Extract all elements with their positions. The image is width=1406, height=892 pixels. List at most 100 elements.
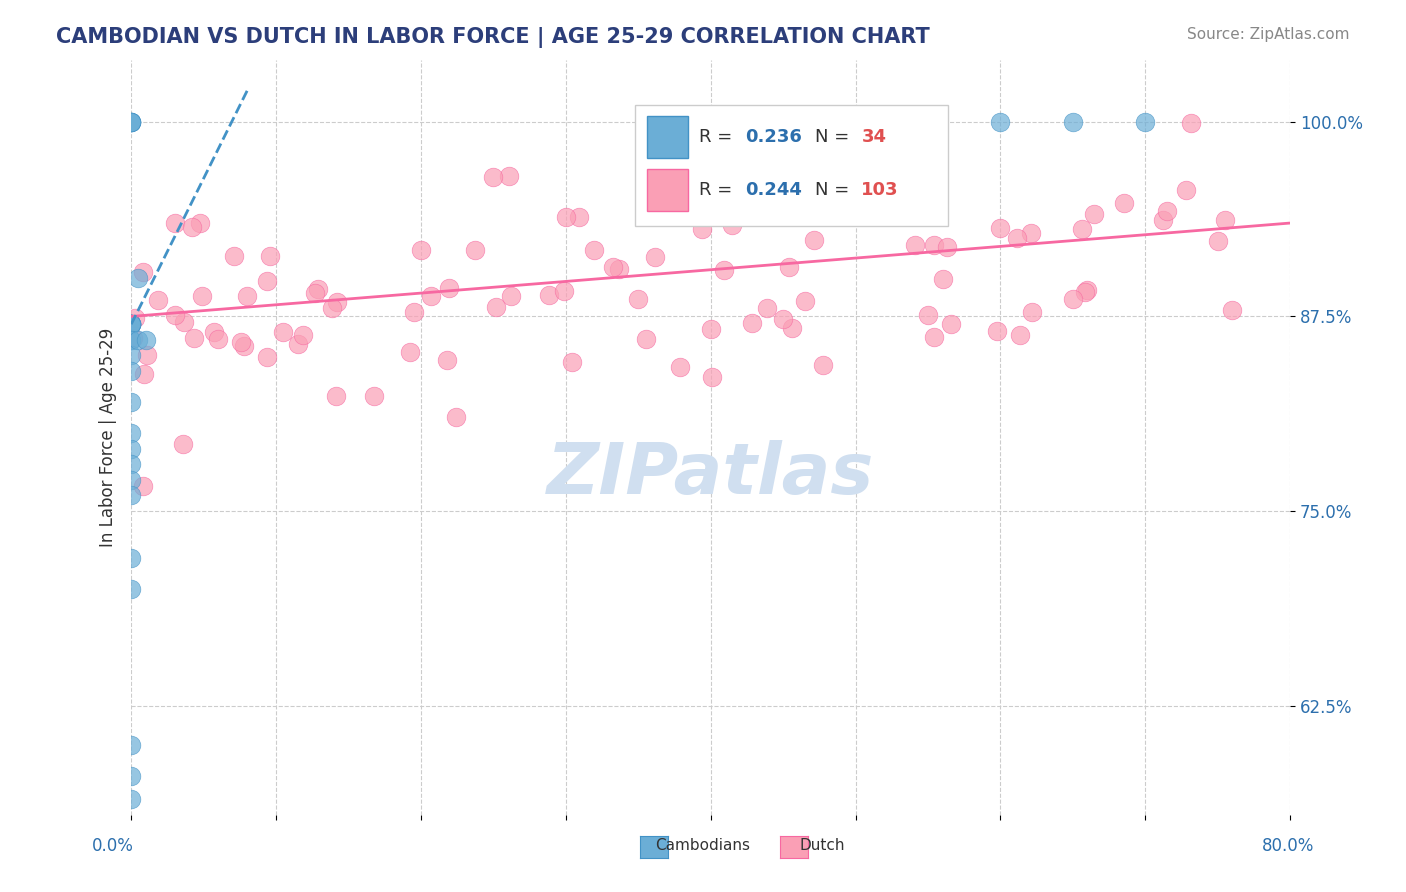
Point <box>128 333 150 347</box>
Point <box>163 308 186 322</box>
Text: Source: ZipAtlas.com: Source: ZipAtlas.com <box>1187 27 1350 42</box>
Point <box>1180 116 1202 130</box>
Point <box>1135 115 1157 129</box>
Point <box>172 437 194 451</box>
Point <box>669 360 692 375</box>
Point <box>1206 235 1229 249</box>
Point <box>772 311 794 326</box>
Point <box>1152 212 1174 227</box>
Point <box>148 293 170 307</box>
Point <box>121 331 143 345</box>
Point <box>271 326 294 340</box>
Point <box>917 309 939 323</box>
Text: CAMBODIAN VS DUTCH IN LABOR FORCE | AGE 25-29 CORRELATION CHART: CAMBODIAN VS DUTCH IN LABOR FORCE | AGE … <box>56 27 929 48</box>
Point <box>1083 207 1105 221</box>
Point <box>1215 213 1237 227</box>
Point <box>120 317 142 331</box>
Point <box>644 250 666 264</box>
Point <box>1074 285 1097 299</box>
Point <box>721 218 744 232</box>
Point <box>190 289 212 303</box>
Point <box>482 169 505 184</box>
Point <box>1112 196 1135 211</box>
Text: R =: R = <box>699 181 733 199</box>
Text: Cambodians: Cambodians <box>655 838 751 853</box>
Point <box>673 120 696 134</box>
Point <box>990 221 1012 235</box>
Point <box>120 317 142 331</box>
Point <box>232 339 254 353</box>
Point <box>304 286 326 301</box>
Y-axis label: In Labor Force | Age 25-29: In Labor Force | Age 25-29 <box>100 327 117 547</box>
Point <box>259 249 281 263</box>
Point <box>363 389 385 403</box>
Point <box>173 315 195 329</box>
Point <box>939 318 962 332</box>
Point <box>583 244 606 258</box>
Point <box>780 321 803 335</box>
Point <box>602 260 624 274</box>
Point <box>120 317 142 331</box>
Point <box>568 210 591 224</box>
Point <box>702 370 724 384</box>
Point <box>634 332 657 346</box>
Point <box>120 317 142 331</box>
Point <box>120 115 142 129</box>
Point <box>207 332 229 346</box>
Point <box>690 222 713 236</box>
Point <box>1070 222 1092 236</box>
Text: 0.236: 0.236 <box>745 128 803 146</box>
Point <box>325 389 347 403</box>
Point <box>120 769 142 783</box>
Point <box>464 243 486 257</box>
Point <box>924 238 946 252</box>
Point <box>561 354 583 368</box>
Point <box>120 426 142 441</box>
Point <box>120 317 142 331</box>
Text: 103: 103 <box>862 181 898 199</box>
Point <box>794 294 817 309</box>
Point <box>120 442 142 456</box>
Point <box>120 473 142 487</box>
Point <box>741 316 763 330</box>
Point <box>922 329 945 343</box>
Point <box>222 249 245 263</box>
Point <box>1005 231 1028 245</box>
Point <box>498 169 520 184</box>
Text: ZIPatlas: ZIPatlas <box>547 441 875 509</box>
Text: Dutch: Dutch <box>800 838 845 853</box>
Text: 0.244: 0.244 <box>745 181 803 199</box>
Point <box>120 792 142 806</box>
Text: 0.0%: 0.0% <box>91 837 134 855</box>
Point <box>682 185 704 199</box>
Point <box>803 233 825 247</box>
Point <box>554 210 576 224</box>
Bar <box>647 116 688 158</box>
FancyBboxPatch shape <box>636 105 948 226</box>
Text: 80.0%: 80.0% <box>1263 837 1315 855</box>
Point <box>932 272 955 286</box>
Point <box>986 324 1008 338</box>
Point <box>307 282 329 296</box>
Point <box>120 317 142 331</box>
Point <box>287 336 309 351</box>
Point <box>1220 302 1243 317</box>
Point <box>120 364 142 378</box>
Point <box>134 367 156 381</box>
Point <box>402 304 425 318</box>
Point <box>124 311 146 326</box>
Point <box>676 136 699 150</box>
Point <box>229 334 252 349</box>
Point <box>485 300 508 314</box>
Point <box>936 240 959 254</box>
Point <box>131 479 153 493</box>
Point <box>911 204 934 219</box>
Point <box>1175 183 1198 197</box>
Point <box>1019 226 1042 240</box>
Point <box>131 265 153 279</box>
Point <box>436 353 458 368</box>
Point <box>813 358 835 372</box>
Point <box>120 348 142 362</box>
Point <box>120 395 142 409</box>
Point <box>183 331 205 345</box>
